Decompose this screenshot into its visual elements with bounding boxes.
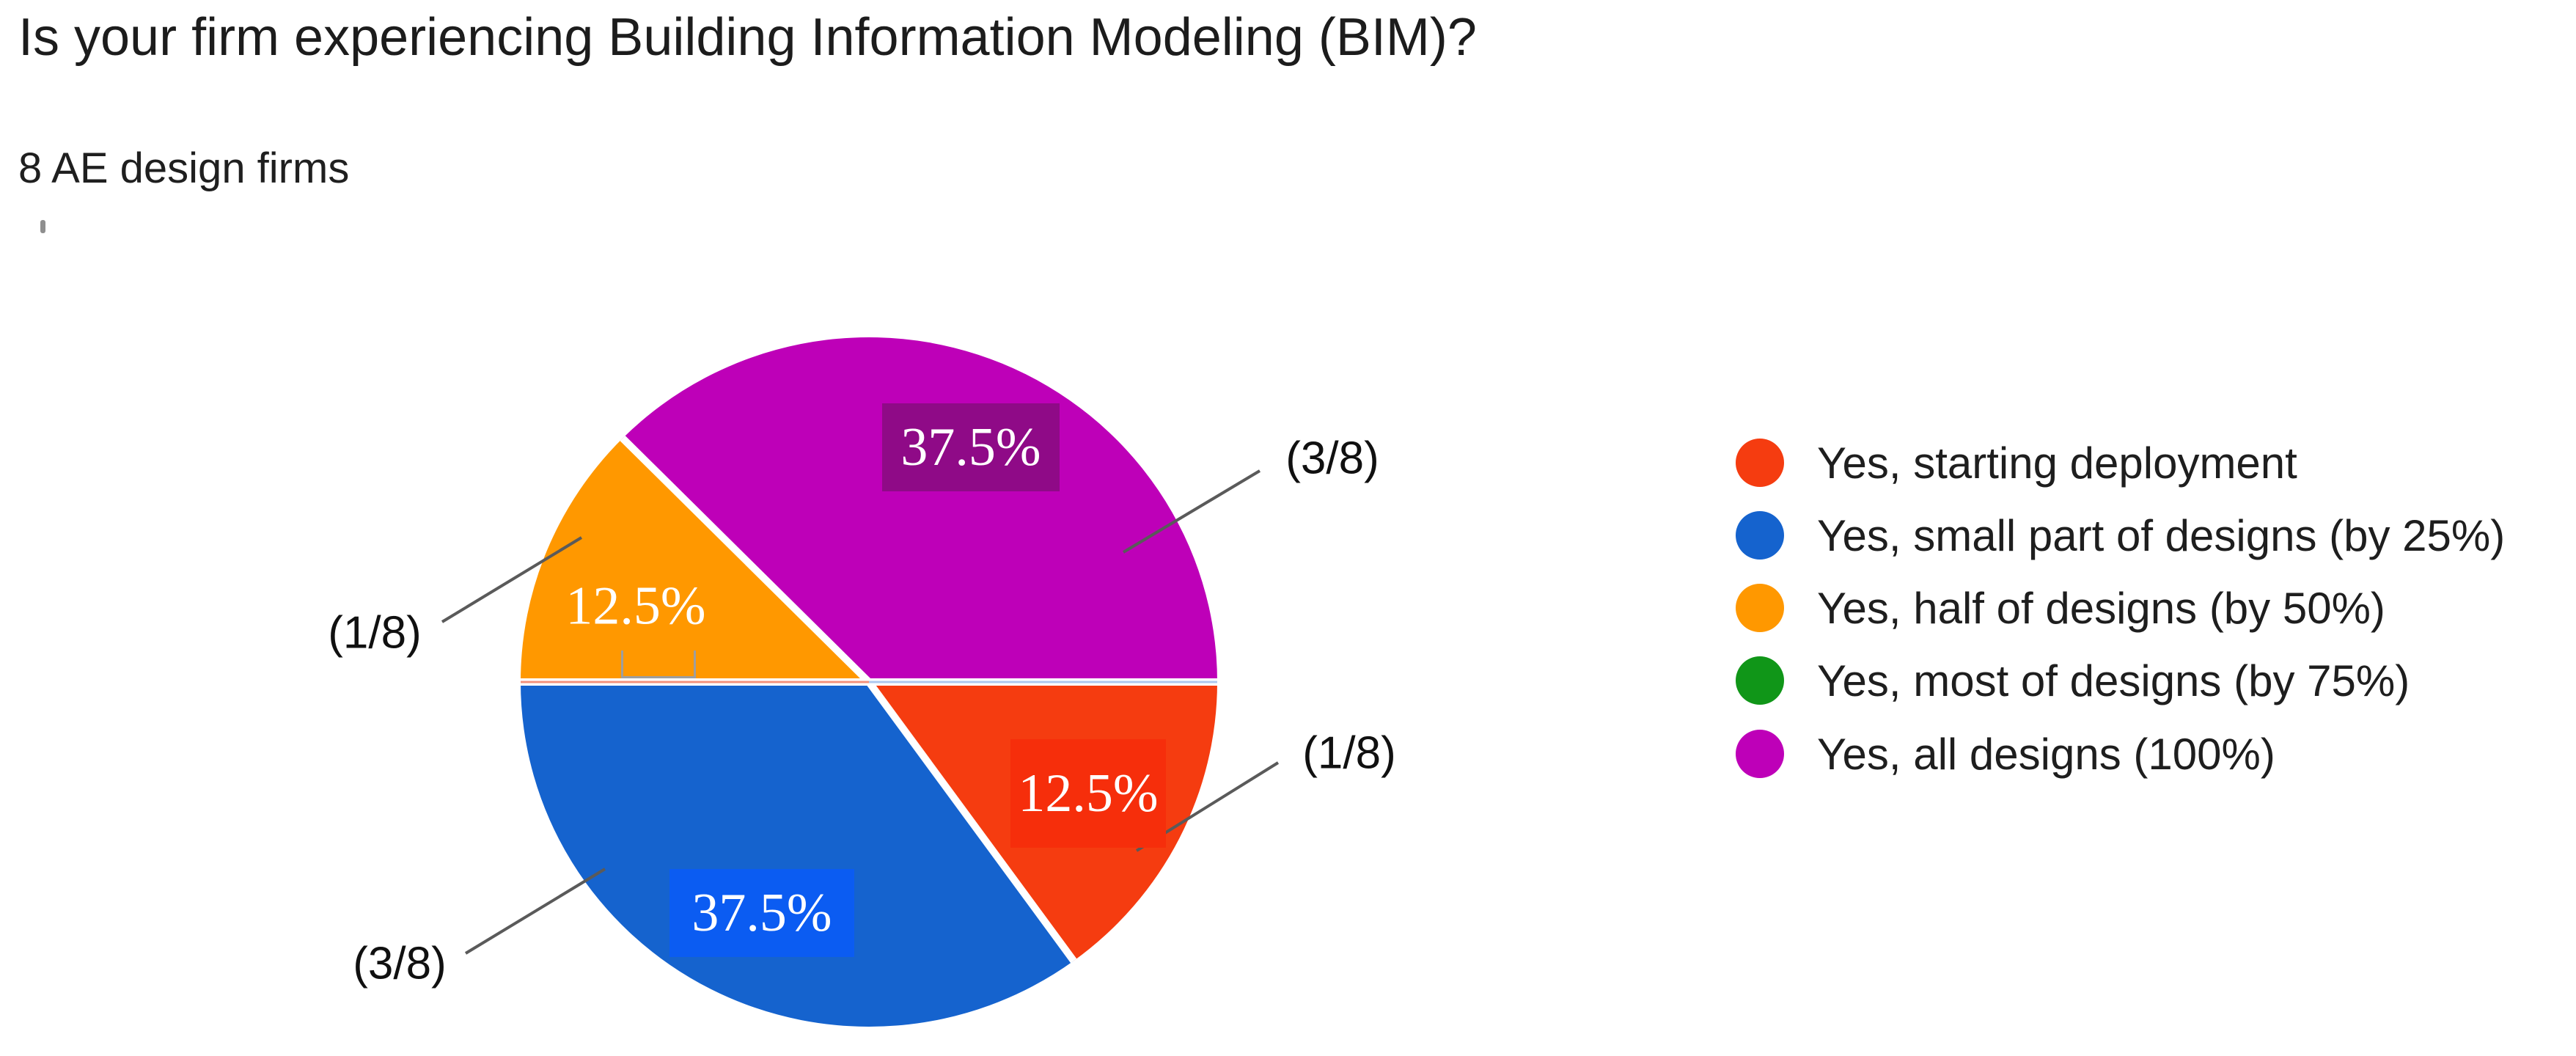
chart-subtitle: 8 AE design firms	[18, 144, 350, 192]
legend-item-1: Yes, small part of designs (by 25%)	[1736, 511, 2505, 560]
legend-item-2: Yes, half of designs (by 50%)	[1736, 583, 2385, 633]
callout-line	[1122, 469, 1261, 554]
legend-label: Yes, all designs (100%)	[1817, 729, 2275, 779]
slice-percent-label: 37.5%	[882, 403, 1060, 491]
legend-label: Yes, small part of designs (by 25%)	[1817, 510, 2506, 560]
annotation-bracket	[621, 650, 696, 678]
pie-slice-2	[521, 438, 869, 682]
slice-separator	[620, 436, 872, 685]
callout-line	[464, 868, 606, 955]
callout-line	[441, 536, 583, 623]
legend-color-dot	[1736, 730, 1784, 778]
slice-percent-label: 12.5%	[1010, 739, 1166, 848]
stray-mark	[40, 220, 45, 233]
legend-color-dot	[1736, 656, 1784, 705]
chart-title: Is your firm experiencing Building Infor…	[18, 8, 1477, 67]
slice-fraction-label: (3/8)	[353, 938, 447, 989]
pie-slice-4	[623, 337, 1217, 682]
legend-color-dot	[1736, 584, 1784, 632]
legend-item-4: Yes, all designs (100%)	[1736, 729, 2275, 779]
legend-label: Yes, half of designs (by 50%)	[1817, 583, 2385, 633]
legend-label: Yes, starting deployment	[1817, 438, 2297, 488]
legend-item-0: Yes, starting deployment	[1736, 438, 2297, 488]
legend-label: Yes, most of designs (by 75%)	[1817, 656, 2410, 705]
slice-fraction-label: (1/8)	[1302, 727, 1396, 779]
slice-fraction-label: (3/8)	[1285, 433, 1379, 484]
slice-fraction-label: (1/8)	[328, 607, 422, 659]
legend-color-dot	[1736, 439, 1784, 487]
slice-separator	[865, 680, 1077, 964]
slice-percent-label: 12.5%	[565, 576, 706, 637]
pie-slice-1	[521, 682, 1074, 1027]
slice-percent-label: 37.5%	[669, 869, 854, 957]
legend-item-3: Yes, most of designs (by 75%)	[1736, 656, 2410, 705]
legend-color-dot	[1736, 511, 1784, 560]
